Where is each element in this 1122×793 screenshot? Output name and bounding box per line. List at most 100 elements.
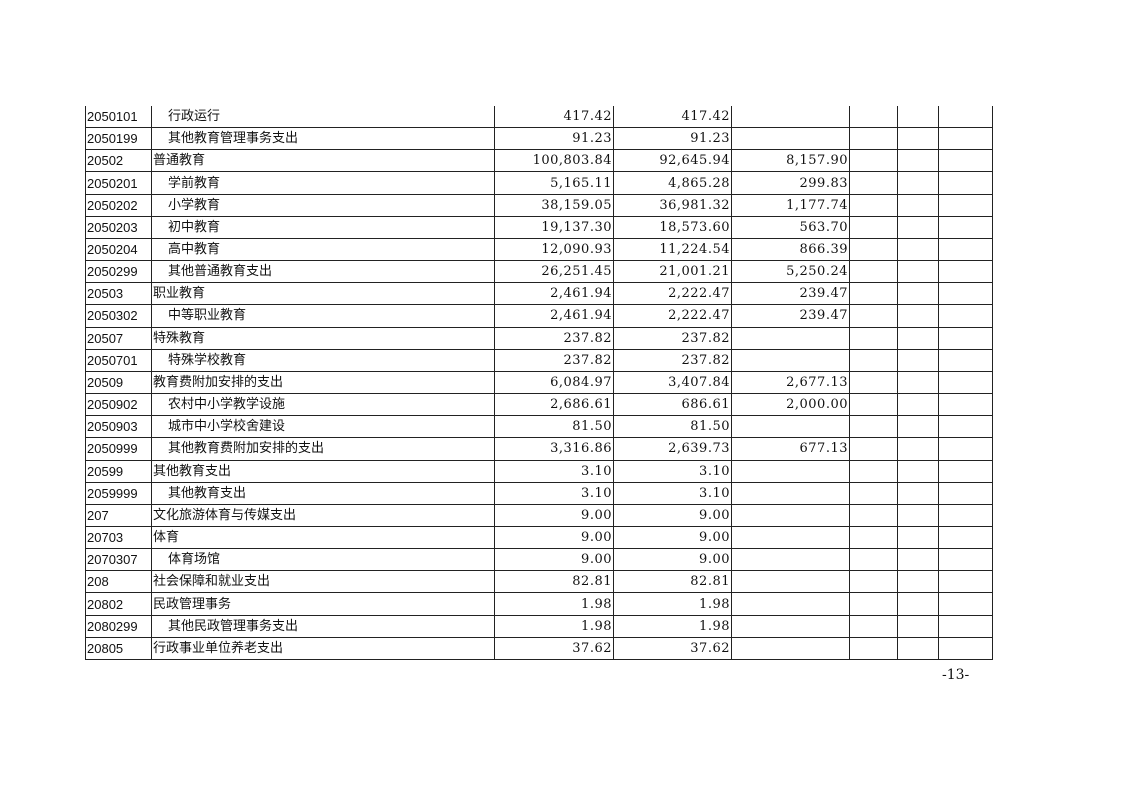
row-name: 其他教育费附加安排的支出 bbox=[151, 437, 495, 461]
row-name: 行政运行 bbox=[151, 106, 495, 129]
row-value-3 bbox=[731, 326, 850, 350]
row-value-1: 2,686.61 bbox=[494, 393, 614, 417]
row-code: 20599 bbox=[85, 459, 152, 483]
row-name: 城市中小学校舍建设 bbox=[151, 415, 495, 439]
table-row: 2050302 中等职业教育 2,461.94 2,222.47 239.47 bbox=[85, 304, 993, 328]
row-value-3: 677.13 bbox=[731, 437, 850, 461]
row-empty-cell bbox=[897, 171, 939, 195]
row-empty-cell bbox=[849, 171, 898, 195]
row-value-1: 19,137.30 bbox=[494, 215, 614, 239]
row-code: 2080299 bbox=[85, 614, 152, 638]
row-value-1: 26,251.45 bbox=[494, 260, 614, 284]
row-value-3: 563.70 bbox=[731, 215, 850, 239]
row-value-3 bbox=[731, 481, 850, 505]
row-name: 社会保障和就业支出 bbox=[151, 570, 495, 594]
row-name: 其他普通教育支出 bbox=[151, 260, 495, 284]
table-row: 2050903 城市中小学校舍建设 81.50 81.50 bbox=[85, 415, 993, 439]
row-value-2: 92,645.94 bbox=[613, 149, 732, 173]
row-code: 2050199 bbox=[85, 127, 152, 151]
row-empty-cell bbox=[849, 193, 898, 217]
row-value-2: 237.82 bbox=[613, 348, 732, 372]
row-value-1: 100,803.84 bbox=[494, 149, 614, 173]
table-row: 2050902 农村中小学教学设施 2,686.61 686.61 2,000.00 bbox=[85, 393, 993, 417]
row-value-1: 9.00 bbox=[494, 525, 614, 550]
row-value-1: 237.82 bbox=[494, 348, 614, 372]
row-empty-cell bbox=[849, 326, 898, 350]
row-empty-cell bbox=[849, 370, 898, 395]
row-value-1: 417.42 bbox=[494, 106, 614, 129]
row-value-2: 91.23 bbox=[613, 127, 732, 151]
row-value-2: 3.10 bbox=[613, 459, 732, 483]
table-row: 2050101 行政运行 417.42 417.42 bbox=[85, 106, 993, 129]
row-value-2: 21,001.21 bbox=[613, 260, 732, 284]
row-empty-cell bbox=[849, 570, 898, 594]
row-value-3 bbox=[731, 570, 850, 594]
row-value-2: 11,224.54 bbox=[613, 237, 732, 262]
row-empty-cell bbox=[849, 260, 898, 284]
row-code: 2050204 bbox=[85, 237, 152, 262]
row-value-3: 2,677.13 bbox=[731, 370, 850, 395]
row-name: 农村中小学教学设施 bbox=[151, 393, 495, 417]
row-empty-cell bbox=[849, 149, 898, 173]
row-empty-cell bbox=[938, 614, 993, 638]
row-name: 其他教育管理事务支出 bbox=[151, 127, 495, 151]
row-code: 2050203 bbox=[85, 215, 152, 239]
row-name: 其他教育支出 bbox=[151, 481, 495, 505]
row-empty-cell bbox=[938, 348, 993, 372]
row-empty-cell bbox=[938, 106, 993, 129]
row-empty-cell bbox=[897, 570, 939, 594]
row-code: 207 bbox=[85, 503, 152, 527]
row-code: 2070307 bbox=[85, 548, 152, 572]
table-row: 20502 普通教育 100,803.84 92,645.94 8,157.90 bbox=[85, 149, 993, 173]
row-code: 2050202 bbox=[85, 193, 152, 217]
row-code: 2050999 bbox=[85, 437, 152, 461]
row-value-2: 37.62 bbox=[613, 636, 732, 660]
row-value-2: 9.00 bbox=[613, 503, 732, 527]
row-empty-cell bbox=[938, 570, 993, 594]
row-value-2: 3,407.84 bbox=[613, 370, 732, 395]
row-name: 体育 bbox=[151, 525, 495, 550]
row-empty-cell bbox=[938, 193, 993, 217]
row-value-1: 91.23 bbox=[494, 127, 614, 151]
table-row: 2050202 小学教育 38,159.05 36,981.32 1,177.74 bbox=[85, 193, 993, 217]
row-code: 20502 bbox=[85, 149, 152, 173]
row-name: 中等职业教育 bbox=[151, 304, 495, 328]
row-value-2: 686.61 bbox=[613, 393, 732, 417]
row-empty-cell bbox=[849, 393, 898, 417]
row-code: 2050701 bbox=[85, 348, 152, 372]
table-row: 2050199 其他教育管理事务支出 91.23 91.23 bbox=[85, 127, 993, 151]
row-empty-cell bbox=[897, 304, 939, 328]
row-empty-cell bbox=[849, 459, 898, 483]
row-name: 民政管理事务 bbox=[151, 592, 495, 616]
row-name: 文化旅游体育与传媒支出 bbox=[151, 503, 495, 527]
row-value-3: 239.47 bbox=[731, 304, 850, 328]
table-row: 2050204 高中教育 12,090.93 11,224.54 866.39 bbox=[85, 237, 993, 262]
row-value-2: 237.82 bbox=[613, 326, 732, 350]
row-value-1: 3.10 bbox=[494, 481, 614, 505]
row-empty-cell bbox=[938, 437, 993, 461]
row-empty-cell bbox=[897, 237, 939, 262]
row-value-2: 1.98 bbox=[613, 614, 732, 638]
row-value-3 bbox=[731, 415, 850, 439]
row-empty-cell bbox=[849, 215, 898, 239]
row-name: 小学教育 bbox=[151, 193, 495, 217]
row-empty-cell bbox=[849, 304, 898, 328]
row-empty-cell bbox=[897, 592, 939, 616]
row-empty-cell bbox=[938, 393, 993, 417]
row-value-3 bbox=[731, 503, 850, 527]
row-empty-cell bbox=[938, 260, 993, 284]
row-value-3: 2,000.00 bbox=[731, 393, 850, 417]
table-row: 2050701 特殊学校教育 237.82 237.82 bbox=[85, 348, 993, 372]
row-empty-cell bbox=[897, 503, 939, 527]
row-value-3: 866.39 bbox=[731, 237, 850, 262]
row-empty-cell bbox=[938, 525, 993, 550]
row-empty-cell bbox=[849, 548, 898, 572]
row-value-3 bbox=[731, 614, 850, 638]
table-row: 2059999 其他教育支出 3.10 3.10 bbox=[85, 481, 993, 505]
row-empty-cell bbox=[849, 481, 898, 505]
row-empty-cell bbox=[897, 614, 939, 638]
row-value-3 bbox=[731, 636, 850, 660]
row-code: 20503 bbox=[85, 282, 152, 306]
table-row: 207 文化旅游体育与传媒支出 9.00 9.00 bbox=[85, 503, 993, 527]
row-value-3: 8,157.90 bbox=[731, 149, 850, 173]
